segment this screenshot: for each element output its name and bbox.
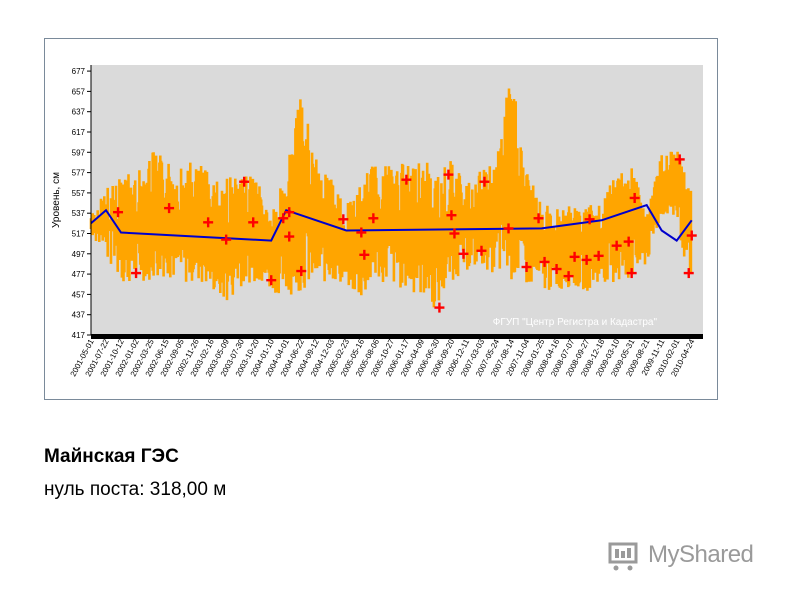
y-tick-label: 517	[72, 229, 86, 238]
red-plus-marker	[626, 268, 637, 279]
red-plus-marker	[449, 228, 460, 239]
y-tick-label: 477	[72, 270, 86, 279]
red-plus-marker	[458, 248, 469, 259]
myshared-watermark: MyShared	[606, 536, 776, 576]
marker-layer	[113, 154, 697, 313]
y-tick-label: 437	[72, 311, 86, 320]
red-plus-marker	[584, 214, 595, 225]
red-plus-marker	[686, 230, 697, 241]
red-plus-marker	[569, 251, 580, 262]
y-tick-label: 657	[72, 87, 86, 96]
source-annotation: ФГУП "Центр Регистра и Кадастра"	[493, 317, 658, 328]
blue-series-layer	[90, 203, 693, 242]
red-plus-marker	[434, 302, 445, 313]
red-plus-marker	[131, 268, 142, 279]
red-plus-marker	[674, 154, 685, 165]
red-plus-marker	[284, 207, 295, 218]
chart-frame: 417 437 457 477 497 517 537 557 577 597 617 637 657 6…	[44, 38, 718, 400]
red-plus-marker	[629, 192, 640, 203]
red-plus-marker	[113, 207, 124, 218]
red-plus-marker	[164, 203, 175, 214]
red-plus-marker	[539, 256, 550, 267]
axis-layer	[87, 65, 703, 339]
red-plus-marker	[479, 176, 490, 187]
red-plus-marker	[521, 261, 532, 272]
red-plus-marker	[296, 266, 307, 277]
red-plus-marker	[359, 249, 370, 260]
y-axis-label: Уровень, см	[51, 172, 62, 228]
chart-svg: 417 437 457 477 497 517 537 557 577 597 617 637 657 6…	[51, 65, 703, 378]
y-tick-label: 497	[72, 250, 86, 259]
red-plus-marker	[284, 231, 295, 242]
station-zero-level: нуль поста: 318,00 м	[44, 479, 227, 500]
y-tick-label: 677	[72, 67, 86, 76]
red-plus-marker	[266, 275, 277, 286]
y-tick-label: 637	[72, 108, 86, 117]
blue-level-line	[90, 203, 693, 242]
red-plus-marker	[503, 223, 514, 234]
red-plus-marker	[623, 236, 634, 247]
red-plus-marker	[338, 214, 349, 225]
y-tick-label: 597	[72, 148, 86, 157]
red-plus-marker	[278, 213, 289, 224]
red-plus-marker	[551, 264, 562, 275]
y-tick-label: 617	[72, 128, 86, 137]
red-plus-marker	[581, 254, 592, 265]
y-tick-label: 577	[72, 169, 86, 178]
red-plus-marker	[401, 174, 412, 185]
y-tick-label: 457	[72, 290, 86, 299]
red-plus-marker	[446, 210, 457, 221]
red-plus-marker	[533, 213, 544, 224]
station-title: Майнская ГЭС	[44, 446, 179, 467]
y-tick-label: 557	[72, 189, 86, 198]
cart-icon	[608, 542, 638, 571]
red-plus-marker	[563, 271, 574, 282]
red-plus-marker	[203, 217, 214, 228]
red-plus-marker	[476, 245, 487, 256]
red-plus-marker	[368, 213, 379, 224]
red-plus-marker	[221, 234, 232, 245]
x-axis-bar	[91, 334, 703, 339]
red-plus-marker	[356, 227, 367, 238]
red-plus-marker	[593, 250, 604, 261]
red-plus-marker	[443, 169, 454, 180]
red-plus-marker	[683, 268, 694, 279]
red-plus-marker	[239, 176, 250, 187]
watermark-text: MyShared	[648, 541, 754, 568]
y-tick-label: 417	[72, 331, 86, 340]
y-tick-label: 537	[72, 209, 86, 218]
red-plus-marker	[248, 217, 259, 228]
red-plus-marker	[611, 240, 622, 251]
